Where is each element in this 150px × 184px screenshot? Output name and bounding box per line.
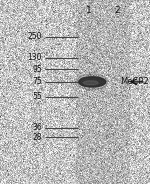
- Text: 2: 2: [114, 6, 120, 15]
- Text: 1: 1: [86, 6, 92, 15]
- Ellipse shape: [79, 77, 106, 87]
- Text: 55: 55: [32, 92, 42, 101]
- Text: 250: 250: [27, 32, 42, 41]
- Text: 36: 36: [32, 123, 42, 132]
- Text: MeCP2: MeCP2: [120, 77, 148, 86]
- Ellipse shape: [77, 74, 108, 90]
- Text: 95: 95: [32, 65, 42, 73]
- Text: 28: 28: [33, 133, 42, 141]
- Text: 130: 130: [27, 54, 42, 62]
- Ellipse shape: [83, 81, 98, 85]
- Text: 75: 75: [32, 77, 42, 86]
